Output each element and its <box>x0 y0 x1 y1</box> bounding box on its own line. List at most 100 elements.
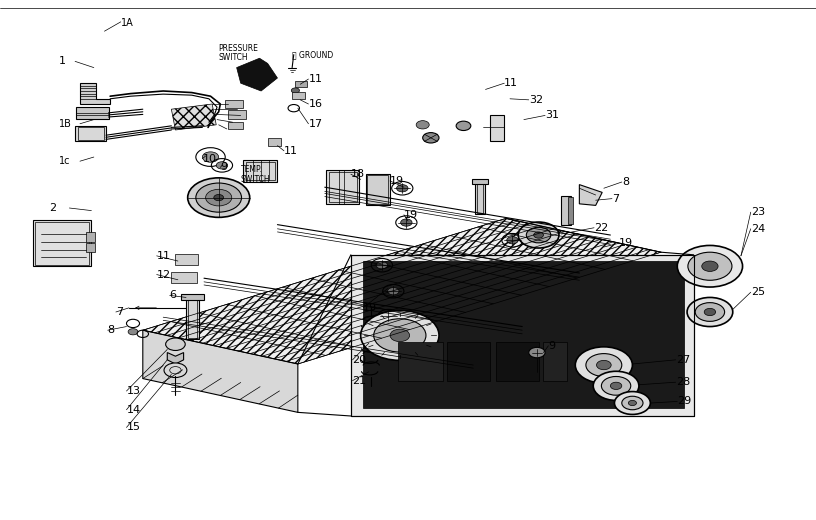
Circle shape <box>688 252 732 280</box>
Text: 6: 6 <box>170 290 177 301</box>
Polygon shape <box>167 353 184 364</box>
Bar <box>496 342 539 381</box>
Text: 1c: 1c <box>59 156 70 166</box>
Text: 11: 11 <box>308 74 322 84</box>
Text: 21: 21 <box>353 375 366 386</box>
Bar <box>295 81 307 87</box>
Circle shape <box>593 371 639 400</box>
Circle shape <box>166 338 185 350</box>
Bar <box>568 197 573 224</box>
Text: 8: 8 <box>622 177 629 187</box>
Bar <box>171 272 197 283</box>
Text: 7: 7 <box>612 193 619 204</box>
Text: 28: 28 <box>676 377 690 387</box>
Circle shape <box>575 347 632 383</box>
Circle shape <box>291 88 299 93</box>
Text: 1: 1 <box>59 56 66 67</box>
Bar <box>175 254 198 265</box>
Circle shape <box>622 396 643 410</box>
Bar <box>477 184 483 213</box>
Circle shape <box>216 162 228 169</box>
Bar <box>326 170 359 204</box>
Bar <box>33 220 91 266</box>
Polygon shape <box>143 218 661 364</box>
Text: 29: 29 <box>677 396 691 407</box>
Text: 7: 7 <box>116 307 123 317</box>
Circle shape <box>526 227 551 243</box>
Text: 11: 11 <box>284 146 298 156</box>
Text: 25: 25 <box>751 287 765 297</box>
Circle shape <box>534 232 543 238</box>
Circle shape <box>214 194 224 201</box>
Polygon shape <box>579 185 602 205</box>
Bar <box>35 222 89 265</box>
Circle shape <box>610 382 622 389</box>
Text: 9: 9 <box>220 162 228 173</box>
Text: 16: 16 <box>308 99 322 109</box>
Text: 32: 32 <box>529 95 543 105</box>
Circle shape <box>397 185 408 192</box>
Circle shape <box>202 152 219 162</box>
Text: 15: 15 <box>126 422 140 433</box>
Text: 19: 19 <box>363 303 377 313</box>
Bar <box>329 172 357 202</box>
Text: 19: 19 <box>404 210 418 220</box>
Circle shape <box>361 310 439 360</box>
Text: 11: 11 <box>504 78 518 88</box>
Bar <box>86 232 95 242</box>
Circle shape <box>596 360 611 370</box>
Text: 24: 24 <box>751 224 765 234</box>
Circle shape <box>677 245 743 287</box>
Bar <box>76 107 109 119</box>
Text: 19: 19 <box>619 238 632 249</box>
Polygon shape <box>351 255 694 416</box>
Text: 1Β: 1Β <box>59 119 72 129</box>
Circle shape <box>164 363 187 378</box>
Text: 1Α: 1Α <box>121 18 134 29</box>
Circle shape <box>507 237 518 244</box>
Circle shape <box>687 297 733 327</box>
Bar <box>447 342 490 381</box>
Bar <box>366 174 390 205</box>
Bar <box>243 160 277 182</box>
Circle shape <box>388 288 399 295</box>
Circle shape <box>376 262 388 269</box>
Circle shape <box>614 392 650 414</box>
Circle shape <box>518 222 559 248</box>
Bar <box>472 179 488 184</box>
Circle shape <box>188 178 250 217</box>
Text: 18: 18 <box>351 169 365 179</box>
Circle shape <box>702 261 718 271</box>
Bar <box>188 300 197 338</box>
Circle shape <box>128 329 138 335</box>
Polygon shape <box>80 83 110 104</box>
Bar <box>228 122 243 129</box>
Text: 20: 20 <box>353 355 366 365</box>
Circle shape <box>601 376 631 395</box>
Bar <box>246 162 275 180</box>
Text: 27: 27 <box>676 355 690 365</box>
Bar <box>186 298 199 339</box>
Text: 13: 13 <box>126 386 140 396</box>
Bar <box>475 183 485 214</box>
Circle shape <box>704 308 716 316</box>
Circle shape <box>628 400 636 406</box>
Text: 9: 9 <box>548 341 556 351</box>
Circle shape <box>383 313 394 320</box>
Circle shape <box>529 347 545 358</box>
Circle shape <box>423 133 439 143</box>
Text: 2: 2 <box>49 203 56 213</box>
Bar <box>398 342 443 381</box>
Circle shape <box>695 303 725 321</box>
Text: TEMP.
SWITCH: TEMP. SWITCH <box>241 165 270 184</box>
Circle shape <box>390 329 410 342</box>
Polygon shape <box>363 261 684 408</box>
Bar <box>181 294 204 300</box>
Text: 10: 10 <box>202 153 216 164</box>
Text: 31: 31 <box>545 110 559 121</box>
Bar <box>225 100 243 108</box>
Circle shape <box>401 219 412 226</box>
Bar <box>561 196 571 225</box>
Circle shape <box>196 183 242 212</box>
Text: 12: 12 <box>157 269 171 280</box>
